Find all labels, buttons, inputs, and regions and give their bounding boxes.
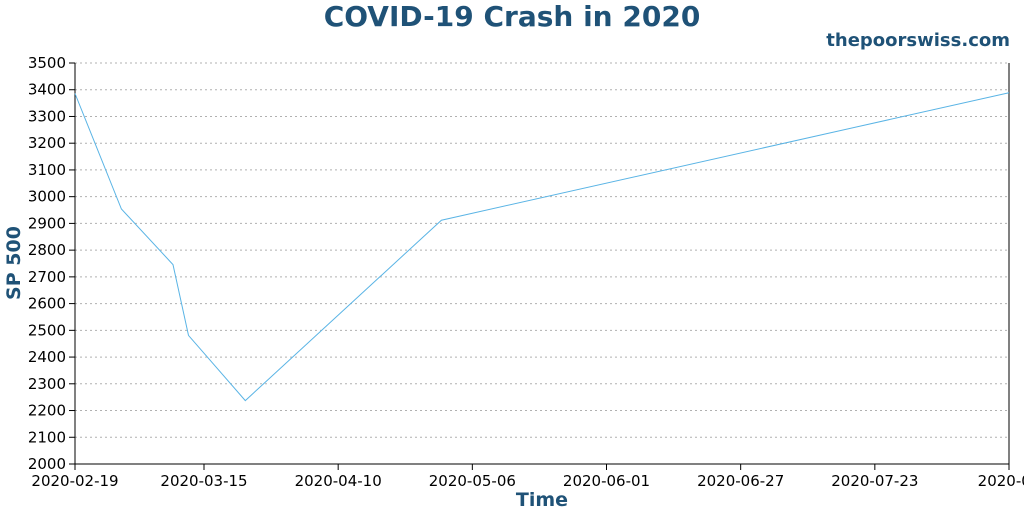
y-tick-label: 3000 bbox=[28, 188, 66, 206]
y-tick-label: 2300 bbox=[28, 375, 66, 393]
y-tick-label: 2100 bbox=[28, 428, 66, 446]
axes bbox=[74, 63, 1010, 465]
y-tick-label: 2200 bbox=[28, 402, 66, 420]
y-tick-label: 3500 bbox=[28, 54, 66, 72]
x-tick-label: 2020-03-15 bbox=[160, 472, 247, 490]
brand-label: thepoorswiss.com bbox=[826, 30, 1010, 51]
x-axis-ticks: 2020-02-19 2020-03-15 2020-04-10 2020-05-06… bbox=[31, 464, 1024, 490]
x-tick-label: 2020-04-10 bbox=[295, 472, 382, 490]
y-tick-label: 3200 bbox=[28, 134, 66, 152]
series-line bbox=[74, 92, 1010, 402]
y-axis-ticks: 2000 2100 2200 2300 2400 2500 2600 2700 2800 2900… bbox=[28, 54, 75, 473]
y-axis-label: SP 500 bbox=[3, 226, 25, 300]
x-tick-label: 2020-07-23 bbox=[831, 472, 918, 490]
y-tick-label: 3300 bbox=[28, 107, 66, 125]
x-tick-label: 2020-06-27 bbox=[697, 472, 784, 490]
series-group bbox=[74, 92, 1010, 402]
x-axis-label: Time bbox=[516, 489, 568, 511]
grid bbox=[75, 62, 1009, 438]
y-tick-label: 3400 bbox=[28, 81, 66, 99]
y-tick-label: 2700 bbox=[28, 268, 66, 286]
y-tick-label: 2000 bbox=[28, 455, 66, 473]
y-tick-label: 3100 bbox=[28, 161, 66, 179]
x-tick-label: 2020-08 bbox=[978, 472, 1024, 490]
y-tick-label: 2400 bbox=[28, 348, 66, 366]
x-tick-label: 2020-05-06 bbox=[429, 472, 516, 490]
chart-title: COVID-19 Crash in 2020 bbox=[324, 0, 701, 33]
x-tick-label: 2020-02-19 bbox=[31, 472, 118, 490]
y-tick-label: 2600 bbox=[28, 295, 66, 313]
y-tick-label: 2800 bbox=[28, 241, 66, 259]
y-tick-label: 2500 bbox=[28, 321, 66, 339]
y-tick-label: 2900 bbox=[28, 214, 66, 232]
x-tick-label: 2020-06-01 bbox=[563, 472, 650, 490]
